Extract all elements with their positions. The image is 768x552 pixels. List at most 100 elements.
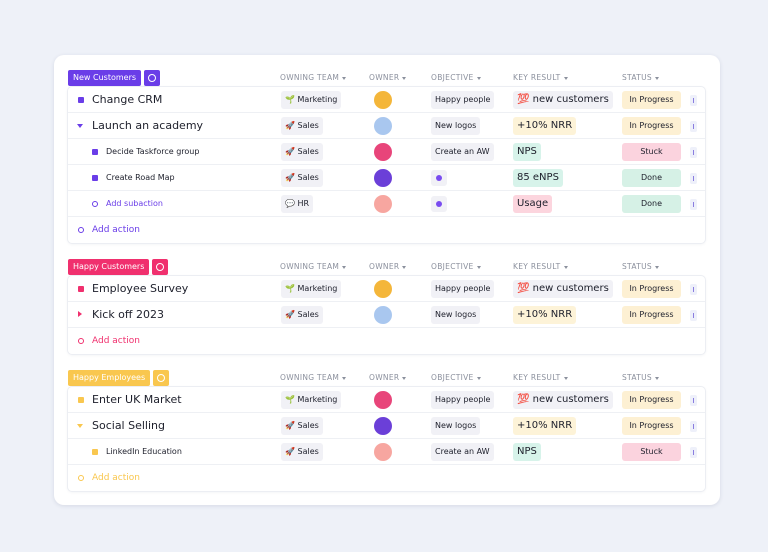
team-pill: 🚀 Sales — [281, 417, 323, 435]
team-pill: 🌱 Marketing — [281, 91, 342, 109]
row-menu[interactable] — [690, 147, 697, 158]
group-table — [68, 87, 705, 243]
row-toggle[interactable] — [77, 124, 83, 128]
action-name[interactable]: LinkedIn Education — [106, 447, 182, 456]
table-row — [68, 191, 705, 217]
column-header[interactable]: OWNER — [369, 71, 406, 85]
row-marker — [92, 201, 98, 207]
objective-pill: New logos — [431, 417, 481, 435]
group-tag: New Customers — [68, 70, 142, 86]
key-result-pill: 💯 new customers — [513, 391, 613, 409]
key-result-pill: +10% NRR — [513, 117, 577, 135]
status-pill[interactable]: In Progress — [622, 117, 681, 135]
owner-avatar — [374, 143, 392, 161]
table-row — [68, 302, 705, 328]
status-pill[interactable]: In Progress — [622, 306, 681, 324]
column-header[interactable]: OWNING TEAM — [280, 371, 346, 385]
key-result-pill: Usage — [513, 195, 553, 213]
row-menu[interactable] — [690, 173, 697, 184]
key-result-pill: NPS — [513, 443, 541, 461]
column-header[interactable]: STATUS — [622, 371, 659, 385]
team-pill: 💬 HR — [281, 195, 314, 213]
table-row — [68, 87, 705, 113]
status-pill[interactable]: Stuck — [622, 443, 681, 461]
objective-empty — [431, 196, 447, 212]
group-icon — [144, 70, 161, 86]
column-header[interactable]: STATUS — [622, 71, 659, 85]
row-menu[interactable] — [690, 310, 697, 321]
action-name[interactable]: Kick off 2023 — [92, 308, 164, 321]
column-header[interactable]: OWNER — [369, 260, 406, 274]
column-header[interactable]: OWNER — [369, 371, 406, 385]
owner-avatar — [374, 443, 392, 461]
objective-pill: Happy people — [431, 280, 495, 298]
column-header[interactable]: OBJECTIVE — [431, 71, 481, 85]
column-header[interactable]: KEY RESULT — [513, 260, 568, 274]
action-name[interactable]: Enter UK Market — [92, 393, 182, 406]
action-name[interactable]: Change CRM — [92, 93, 163, 106]
column-header[interactable]: OWNING TEAM — [280, 260, 346, 274]
row-menu[interactable] — [690, 395, 697, 406]
add-action[interactable]: Add action — [92, 336, 140, 346]
owner-avatar — [374, 280, 392, 298]
action-name[interactable]: Social Selling — [92, 419, 165, 432]
owner-avatar — [374, 195, 392, 213]
column-header[interactable]: KEY RESULT — [513, 371, 568, 385]
status-pill[interactable]: In Progress — [622, 417, 681, 435]
group-icon — [153, 370, 170, 386]
key-result-pill: NPS — [513, 143, 541, 161]
table-row — [68, 276, 705, 302]
status-pill[interactable]: Done — [622, 169, 681, 187]
row-menu[interactable] — [690, 95, 697, 106]
status-pill[interactable]: In Progress — [622, 391, 681, 409]
group-icon — [152, 259, 169, 275]
column-header[interactable]: KEY RESULT — [513, 71, 568, 85]
status-pill[interactable]: Stuck — [622, 143, 681, 161]
table-row — [68, 113, 705, 139]
table-row — [68, 387, 705, 413]
add-action[interactable]: Add action — [92, 473, 140, 483]
column-header[interactable]: OBJECTIVE — [431, 260, 481, 274]
row-marker — [78, 397, 84, 403]
objective-pill: Happy people — [431, 391, 495, 409]
row-toggle[interactable] — [78, 311, 82, 317]
action-name[interactable]: Add subaction — [106, 199, 163, 208]
group-tag: Happy Customers — [68, 259, 150, 275]
action-name[interactable]: Create Road Map — [106, 173, 175, 182]
key-result-pill: +10% NRR — [513, 417, 577, 435]
column-header[interactable]: OBJECTIVE — [431, 371, 481, 385]
owner-avatar — [374, 91, 392, 109]
status-pill[interactable]: In Progress — [622, 91, 681, 109]
action-name[interactable]: Launch an academy — [92, 119, 204, 132]
status-pill[interactable]: Done — [622, 195, 681, 213]
row-menu[interactable] — [690, 121, 697, 132]
add-icon — [78, 338, 84, 344]
add-icon — [78, 227, 84, 233]
group-tag: Happy Employees — [68, 370, 151, 386]
key-result-pill: 85 eNPS — [513, 169, 563, 187]
status-pill[interactable]: In Progress — [622, 280, 681, 298]
objective-pill: Happy people — [431, 91, 495, 109]
row-menu[interactable] — [690, 447, 697, 458]
owner-avatar — [374, 391, 392, 409]
add-action[interactable]: Add action — [92, 225, 140, 235]
row-marker — [78, 97, 84, 103]
row-marker — [92, 449, 98, 455]
row-marker — [78, 286, 84, 292]
team-pill: 🚀 Sales — [281, 143, 323, 161]
team-pill: 🚀 Sales — [281, 306, 323, 324]
action-name[interactable]: Decide Taskforce group — [106, 147, 200, 156]
column-header[interactable]: OWNING TEAM — [280, 71, 346, 85]
team-pill: 🌱 Marketing — [281, 391, 342, 409]
row-toggle[interactable] — [77, 424, 83, 428]
action-name[interactable]: Employee Survey — [92, 282, 189, 295]
column-header[interactable]: STATUS — [622, 260, 659, 274]
row-menu[interactable] — [690, 421, 697, 432]
row-menu[interactable] — [690, 199, 697, 210]
team-pill: 🌱 Marketing — [281, 280, 342, 298]
table-row — [68, 439, 705, 465]
owner-avatar — [374, 169, 392, 187]
objective-pill: New logos — [431, 306, 481, 324]
row-menu[interactable] — [690, 284, 697, 295]
